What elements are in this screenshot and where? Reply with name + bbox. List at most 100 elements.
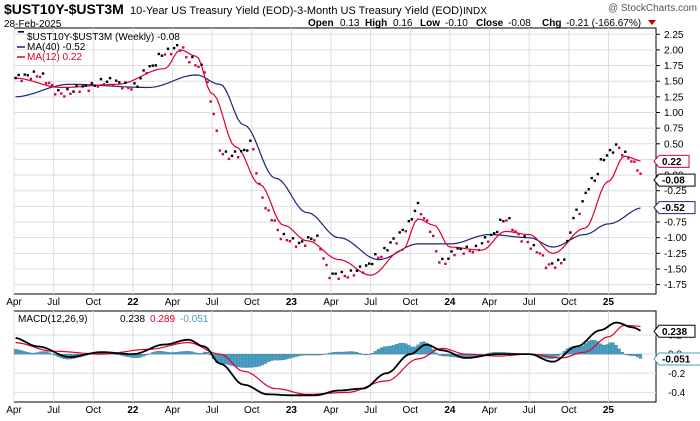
macd-histogram-bar xyxy=(172,352,176,355)
macd-histogram-bar xyxy=(20,350,24,355)
macd-histogram-bar xyxy=(626,353,630,356)
price-point xyxy=(639,172,642,175)
price-point xyxy=(57,88,60,92)
price-point xyxy=(32,70,36,73)
price-point xyxy=(142,69,145,72)
price-point xyxy=(523,235,526,238)
price-ytick-label: -1.25 xyxy=(664,249,687,260)
price-xtick-label: Oct xyxy=(244,297,260,308)
macd-histogram-bar xyxy=(349,351,353,355)
macd-histogram-bar xyxy=(41,351,45,355)
price-point xyxy=(325,263,328,267)
price-point xyxy=(636,169,639,172)
macd-histogram-bar xyxy=(340,351,344,355)
macd-histogram-bar xyxy=(407,344,411,355)
price-point xyxy=(627,157,630,160)
price-point xyxy=(300,240,304,243)
price-point xyxy=(535,251,539,254)
price-point xyxy=(447,257,450,260)
macd-xtick-label: Oct xyxy=(403,405,419,416)
price-point xyxy=(121,87,124,90)
macd-xtick-label: 23 xyxy=(286,405,298,416)
price-point xyxy=(227,157,231,161)
price-point xyxy=(401,228,404,232)
macd-histogram-bar xyxy=(635,353,640,358)
price-point xyxy=(102,83,106,86)
macd-histogram-bar xyxy=(373,351,377,355)
price-point xyxy=(221,152,225,156)
macd-histogram-bar xyxy=(44,351,48,355)
price-point xyxy=(249,139,252,142)
macd-xtick-label: Apr xyxy=(482,405,498,416)
price-point xyxy=(560,262,563,265)
price-point xyxy=(69,92,72,95)
high-value: 0.16 xyxy=(393,18,413,29)
macd-xtick-label: 22 xyxy=(127,405,139,416)
price-point xyxy=(428,230,432,234)
macd-histogram-bar xyxy=(282,353,286,360)
price-point xyxy=(419,212,423,216)
price-point xyxy=(66,87,69,91)
macd-histogram-bar xyxy=(404,343,408,355)
price-ytick-label: 1.50 xyxy=(664,77,684,88)
macd-panel: 0.20.0-0.2-0.4 AprJulOct22AprJulOct23Apr… xyxy=(6,310,700,416)
macd-histogram-bar xyxy=(364,353,368,356)
macd-histogram-bar xyxy=(379,347,383,355)
macd-histogram-bar xyxy=(169,352,173,355)
price-point xyxy=(566,239,569,243)
price-point xyxy=(590,176,593,180)
macd-histogram-bar xyxy=(142,353,146,357)
price-point xyxy=(459,247,462,251)
price-point xyxy=(81,85,84,88)
macd-histogram-bar xyxy=(32,352,36,355)
price-point xyxy=(386,249,389,252)
macd-histogram-bar xyxy=(577,347,582,355)
macd-histogram-bar xyxy=(309,353,313,356)
price-point xyxy=(209,100,212,103)
macd-histogram-bar xyxy=(446,353,451,357)
price-point xyxy=(239,149,243,153)
price-point xyxy=(194,64,197,67)
macd-histogram-bar xyxy=(440,353,444,357)
price-point xyxy=(599,158,603,161)
macd-histogram-bar xyxy=(581,345,585,355)
price-point xyxy=(605,154,609,157)
macd-histogram-bar xyxy=(352,351,356,355)
price-point xyxy=(282,232,286,236)
macd-histogram-bar xyxy=(392,345,396,355)
price-point xyxy=(175,44,179,47)
macd-histogram-bar xyxy=(321,353,326,355)
macd-xtick-label: Apr xyxy=(323,405,339,416)
macd-histogram-bar xyxy=(193,352,197,355)
high-label: High xyxy=(365,18,387,29)
price-point xyxy=(35,75,39,78)
price-ytick-label: 0.75 xyxy=(664,124,684,135)
macd-histogram-bar xyxy=(297,353,301,357)
macd-legend: MACD(12,26,9) 0.238 0.289 -0.051 xyxy=(18,314,209,325)
price-point xyxy=(157,52,161,56)
price-point xyxy=(553,266,557,269)
price-point xyxy=(617,146,621,150)
price-point xyxy=(206,80,209,84)
macd-histogram-bar xyxy=(559,353,563,355)
price-badge xyxy=(653,201,696,215)
macd-histogram-bar xyxy=(236,353,240,368)
macd-histogram-bar xyxy=(367,353,371,355)
macd-histogram-bar xyxy=(166,352,170,355)
macd-histogram-bar xyxy=(245,353,249,368)
macd-legend-value: 0.238 xyxy=(120,314,145,325)
macd-line xyxy=(15,321,641,397)
price-point xyxy=(505,219,508,222)
macd-ytick-label: -0.2 xyxy=(668,369,686,380)
price-point xyxy=(389,241,392,244)
macd-histogram-bar xyxy=(596,341,600,355)
low-label: Low xyxy=(420,18,440,29)
price-badge xyxy=(653,173,696,187)
macd-histogram-bar xyxy=(47,352,51,355)
price-point xyxy=(532,243,536,247)
macd-histogram-bar xyxy=(50,353,54,355)
price-ytick-label: -1.75 xyxy=(664,280,687,291)
price-point xyxy=(47,81,51,85)
price-panel: 2.252.001.751.501.251.000.750.500.250.00… xyxy=(6,27,696,308)
macd-histogram-bar xyxy=(346,351,350,355)
